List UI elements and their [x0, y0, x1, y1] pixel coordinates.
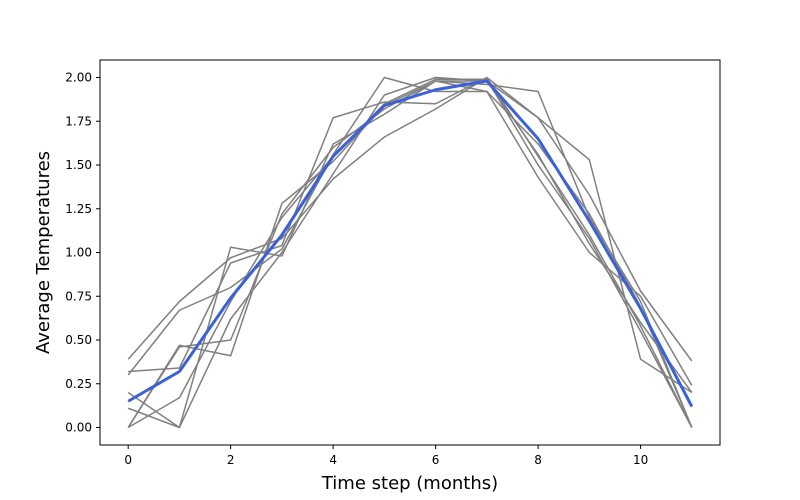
series-layer: [127, 76, 694, 429]
y-axis-label: Average Temperatures: [33, 151, 54, 354]
sample-series-line-1: [127, 76, 693, 362]
y-tick-label: 0.25: [65, 377, 92, 391]
sample-series-line-3: [127, 76, 693, 386]
x-tick-label: 2: [227, 453, 235, 467]
y-tick-label: 2.00: [65, 71, 92, 85]
x-tick-label: 10: [633, 453, 648, 467]
y-tick-label: 1.75: [65, 114, 92, 128]
x-axis-label: Time step (months): [321, 473, 498, 494]
y-axis: 0.00 0.25 0.50 0.75 1.00 1.25 1.50 1.75 2.00: [65, 71, 100, 435]
y-tick-label: 1.00: [65, 246, 92, 260]
y-tick-label: 0.75: [65, 289, 92, 303]
x-tick-label: 4: [329, 453, 337, 467]
x-tick-label: 8: [534, 453, 542, 467]
y-tick-label: 1.25: [65, 202, 92, 216]
mean-series-line: [127, 79, 694, 408]
y-tick-label: 0.50: [65, 333, 92, 347]
y-tick-label: 1.50: [65, 158, 92, 172]
sample-series-line-6: [127, 76, 693, 429]
sample-series-line-5: [127, 80, 693, 428]
sample-series-line-7: [127, 78, 693, 429]
sample-series-line-2: [128, 76, 693, 428]
x-tick-label: 6: [432, 453, 440, 467]
sample-series-line-8: [127, 80, 693, 428]
x-axis: 0 2 4 6 8 10: [124, 445, 648, 467]
y-tick-label: 0.00: [65, 421, 92, 435]
x-tick-label: 0: [124, 453, 132, 467]
